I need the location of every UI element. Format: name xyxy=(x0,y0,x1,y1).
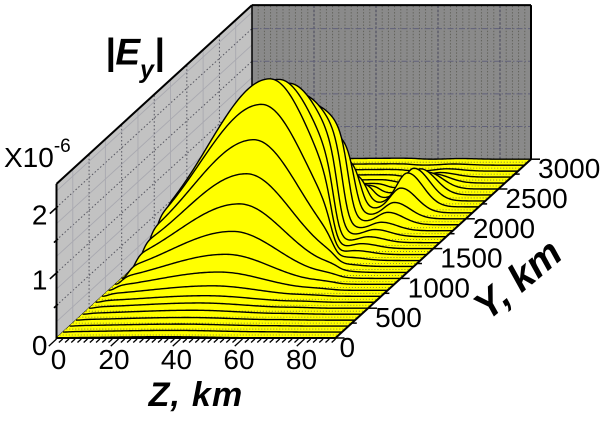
svg-text:40: 40 xyxy=(161,344,192,375)
svg-text:2: 2 xyxy=(32,199,48,230)
svg-text:80: 80 xyxy=(286,344,317,375)
svg-text:2500: 2500 xyxy=(505,183,567,214)
svg-text:X10-6: X10-6 xyxy=(4,136,71,173)
svg-text:0: 0 xyxy=(32,330,48,361)
svg-text:3000: 3000 xyxy=(538,153,600,184)
svg-text:1: 1 xyxy=(32,265,48,296)
svg-text:1000: 1000 xyxy=(408,272,470,303)
svg-text:60: 60 xyxy=(223,344,254,375)
svg-text:1500: 1500 xyxy=(440,243,502,274)
svg-text:Z, km: Z, km xyxy=(148,376,244,414)
svg-text:0: 0 xyxy=(340,332,356,363)
svg-text:20: 20 xyxy=(98,344,129,375)
svg-text:2000: 2000 xyxy=(473,213,535,244)
svg-text:0: 0 xyxy=(51,344,67,375)
svg-text:500: 500 xyxy=(375,302,422,333)
